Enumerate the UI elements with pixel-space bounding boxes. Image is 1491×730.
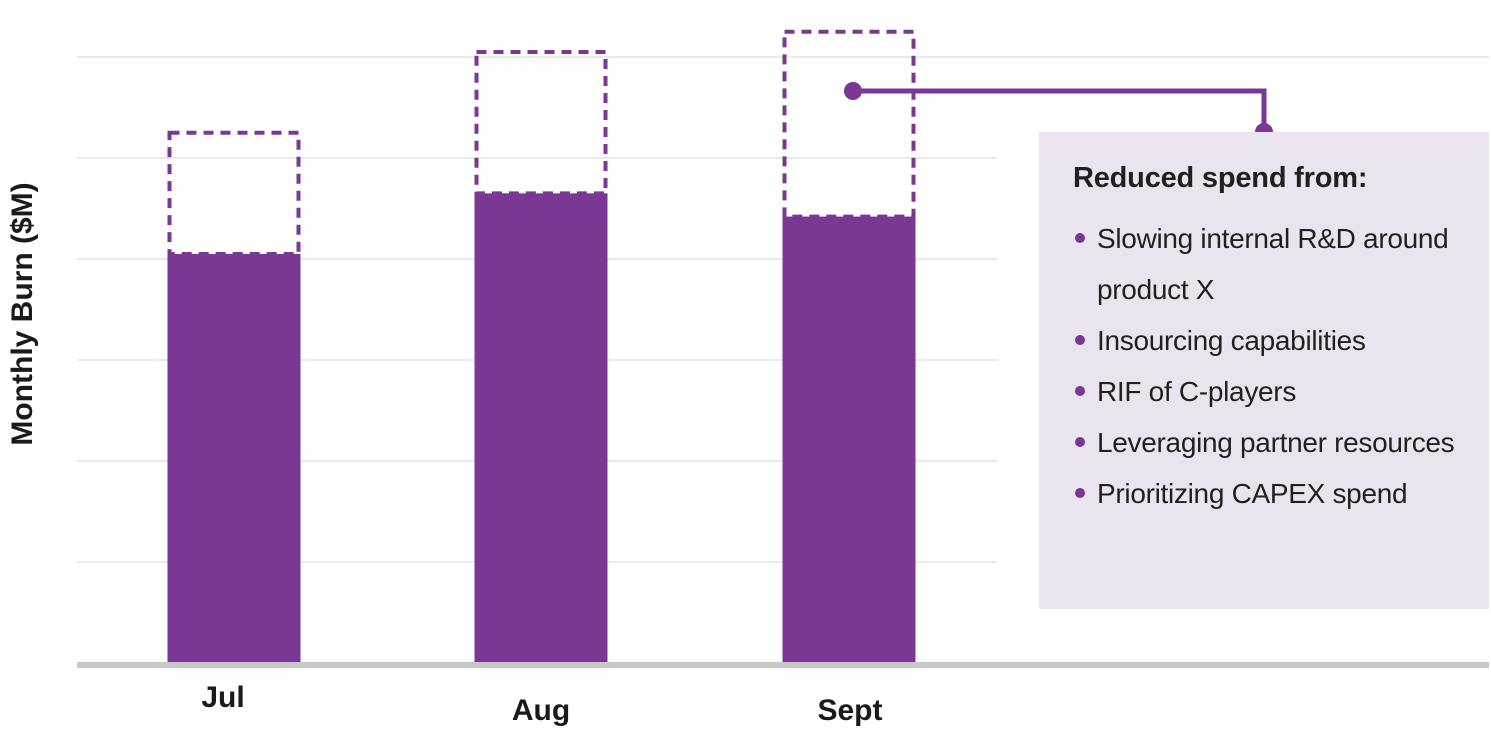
callout-item-text: Leveraging partner resources xyxy=(1097,427,1455,458)
x-tick-sept: Sept xyxy=(817,694,882,727)
x-tick-jul: Jul xyxy=(201,681,244,714)
callout-item: Slowing internal R&D around product X xyxy=(1073,213,1469,315)
callout-item-text: Insourcing capabilities xyxy=(1097,325,1366,356)
connector-line xyxy=(853,88,1267,132)
x-tick-aug: Aug xyxy=(512,694,570,727)
callout-item: RIF of C-players xyxy=(1073,366,1469,417)
callout-item: Leveraging partner resources xyxy=(1073,417,1469,468)
callout-item: Insourcing capabilities xyxy=(1073,315,1469,366)
bar-jul xyxy=(167,253,301,663)
bullet-icon xyxy=(1075,335,1085,345)
callout-item-text: RIF of C-players xyxy=(1097,376,1297,407)
callout-list: Slowing internal R&D around product X In… xyxy=(1073,213,1469,519)
callout-item: Prioritizing CAPEX spend xyxy=(1073,468,1469,519)
reduced-spend-outline-jul xyxy=(167,130,301,256)
reduced-spend-outline-aug xyxy=(474,49,608,196)
callout-item-text: Slowing internal R&D around product X xyxy=(1097,223,1449,305)
y-axis-label: Monthly Burn ($M) xyxy=(6,182,39,445)
bars xyxy=(77,29,1489,668)
bullet-icon xyxy=(1075,488,1085,498)
x-tick-labels: Jul Aug Sept xyxy=(201,681,882,727)
reduced-spend-outline-sept xyxy=(782,29,916,219)
bullet-icon xyxy=(1075,233,1085,243)
callout-title: Reduced spend from: xyxy=(1073,162,1368,194)
bar-aug xyxy=(474,193,608,663)
callout-item-text: Prioritizing CAPEX spend xyxy=(1097,478,1408,509)
bar-sept xyxy=(782,216,916,663)
bullet-icon xyxy=(1075,437,1085,447)
bullet-icon xyxy=(1075,386,1085,396)
callout-box: Reduced spend from: Slowing internal R&D… xyxy=(1039,132,1489,609)
